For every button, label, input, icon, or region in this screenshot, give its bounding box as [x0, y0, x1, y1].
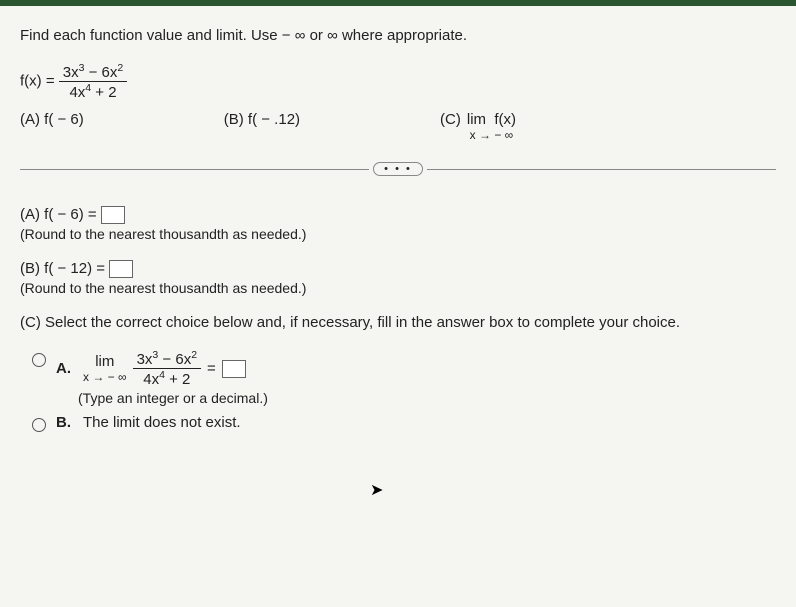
answer-a-text: (A) f( − 6) =: [20, 206, 97, 223]
choice-a-note: (Type an integer or a decimal.): [78, 390, 268, 406]
more-dots-button[interactable]: • • •: [373, 162, 423, 176]
answer-a-note: (Round to the nearest thousandth as need…: [20, 226, 776, 242]
part-c: (C) lim f(x) x → − ∞: [440, 111, 516, 142]
choice-a-fraction: 3x3 − 6x2 4x4 + 2: [133, 349, 201, 388]
choice-a-label: A.: [56, 360, 71, 377]
choice-a-equals: =: [207, 360, 216, 377]
answer-a-input[interactable]: [101, 206, 125, 224]
choice-a-radio[interactable]: [32, 353, 46, 367]
answer-a-block: (A) f( − 6) = (Round to the nearest thou…: [20, 206, 776, 242]
function-lhs: f(x) =: [20, 72, 55, 89]
function-denominator: 4x4 + 2: [59, 82, 127, 101]
choice-a-numerator: 3x3 − 6x2: [133, 349, 201, 369]
choice-a-denominator: 4x4 + 2: [133, 369, 201, 388]
choice-b-body: B. The limit does not exist.: [56, 414, 241, 431]
choice-b-radio[interactable]: [32, 418, 46, 432]
function-definition: f(x) = 3x3 − 6x2 4x4 + 2: [20, 62, 776, 101]
instruction-text: Find each function value and limit. Use …: [20, 27, 776, 44]
parts-row: (A) f( − 6) (B) f( − .12) (C) lim f(x) x…: [20, 111, 776, 142]
problem-content: Find each function value and limit. Use …: [20, 27, 776, 432]
function-numerator: 3x3 − 6x2: [59, 62, 127, 82]
part-c-condition: x → − ∞: [467, 128, 516, 142]
choice-a-input[interactable]: [222, 360, 246, 378]
choice-a-row[interactable]: A. lim x → − ∞ 3x3 − 6x2 4x4 + 2 = (Type…: [32, 349, 776, 406]
answer-b-note: (Round to the nearest thousandth as need…: [20, 280, 776, 296]
part-c-limit: lim f(x) x → − ∞: [467, 111, 516, 142]
divider-line-right: [427, 169, 776, 170]
choice-a-limit: lim x → − ∞: [83, 353, 127, 384]
choice-b-text: The limit does not exist.: [83, 414, 241, 431]
divider-line-left: [20, 169, 369, 170]
part-c-label: (C): [440, 111, 461, 128]
answer-c-prompt: (C) Select the correct choice below and,…: [20, 314, 776, 331]
mouse-cursor: ➤: [370, 480, 383, 500]
answer-b-text: (B) f( − 12) =: [20, 260, 105, 277]
answer-b-input[interactable]: [109, 260, 133, 278]
part-a: (A) f( − 6): [20, 111, 84, 142]
choice-a-body: A. lim x → − ∞ 3x3 − 6x2 4x4 + 2 =: [56, 349, 268, 388]
answer-b-block: (B) f( − 12) = (Round to the nearest tho…: [20, 260, 776, 296]
part-b: (B) f( − .12): [224, 111, 300, 142]
function-fraction: 3x3 − 6x2 4x4 + 2: [59, 62, 127, 101]
window-top-bar: [0, 0, 796, 6]
divider: • • •: [20, 162, 776, 176]
choice-b-row[interactable]: B. The limit does not exist.: [32, 414, 776, 432]
choice-b-label: B.: [56, 414, 71, 431]
